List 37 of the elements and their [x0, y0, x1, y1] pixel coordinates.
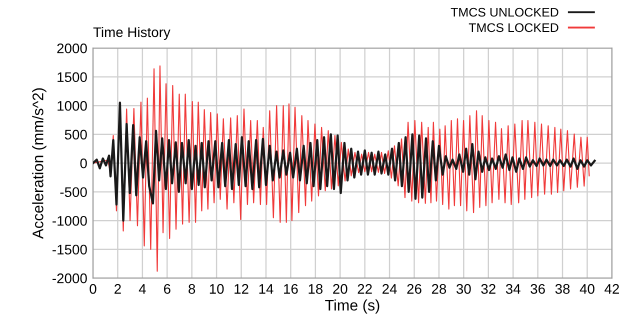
y-axis-title: Acceleration (mm/s^2)	[32, 88, 46, 239]
x-tick-label: 22	[358, 284, 372, 294]
x-tick-label: 28	[432, 284, 446, 294]
x-tick-label: 6	[164, 284, 170, 294]
y-tick-label: 1000	[58, 100, 87, 111]
x-tick-label: 24	[382, 284, 397, 294]
x-tick-label: 16	[284, 284, 298, 294]
y-tick-label: 0	[80, 158, 87, 168]
x-tick-label: 12	[234, 284, 248, 294]
x-tick-label: 26	[407, 284, 422, 294]
x-tick-label: 34	[506, 284, 520, 294]
x-tick-label: 8	[188, 284, 196, 294]
x-tick-label: 42	[604, 284, 619, 294]
y-tick-label: 500	[64, 130, 87, 140]
line-series	[93, 102, 596, 222]
y-tick-label: 2000	[57, 43, 87, 54]
x-tick-label: 20	[333, 284, 348, 294]
y-tick-label: -1500	[52, 244, 87, 255]
x-tick-label: 38	[555, 284, 570, 294]
x-tick-label: 0	[90, 284, 96, 294]
x-tick-label: 18	[308, 284, 323, 294]
x-axis-title: Time (s)	[325, 299, 380, 314]
legend-label: TMCS LOCKED	[468, 23, 558, 32]
chart-title: Time History	[93, 26, 170, 40]
x-tick-label: 36	[530, 284, 545, 294]
x-tick-label: 4	[138, 284, 146, 294]
x-tick-label: 32	[481, 284, 496, 294]
x-tick-label: 30	[456, 284, 471, 294]
y-tick-label: -1000	[52, 216, 87, 226]
legend-label: TMCS UNLOCKED	[450, 8, 558, 17]
x-tick-label: 2	[114, 284, 121, 294]
y-tick-label: -500	[60, 187, 87, 198]
y-tick-label: -2000	[52, 273, 87, 284]
x-tick-label: 14	[259, 284, 274, 294]
x-tick-label: 40	[580, 284, 594, 294]
y-tick-label: 1500	[58, 72, 87, 82]
x-tick-label: 10	[210, 284, 224, 294]
